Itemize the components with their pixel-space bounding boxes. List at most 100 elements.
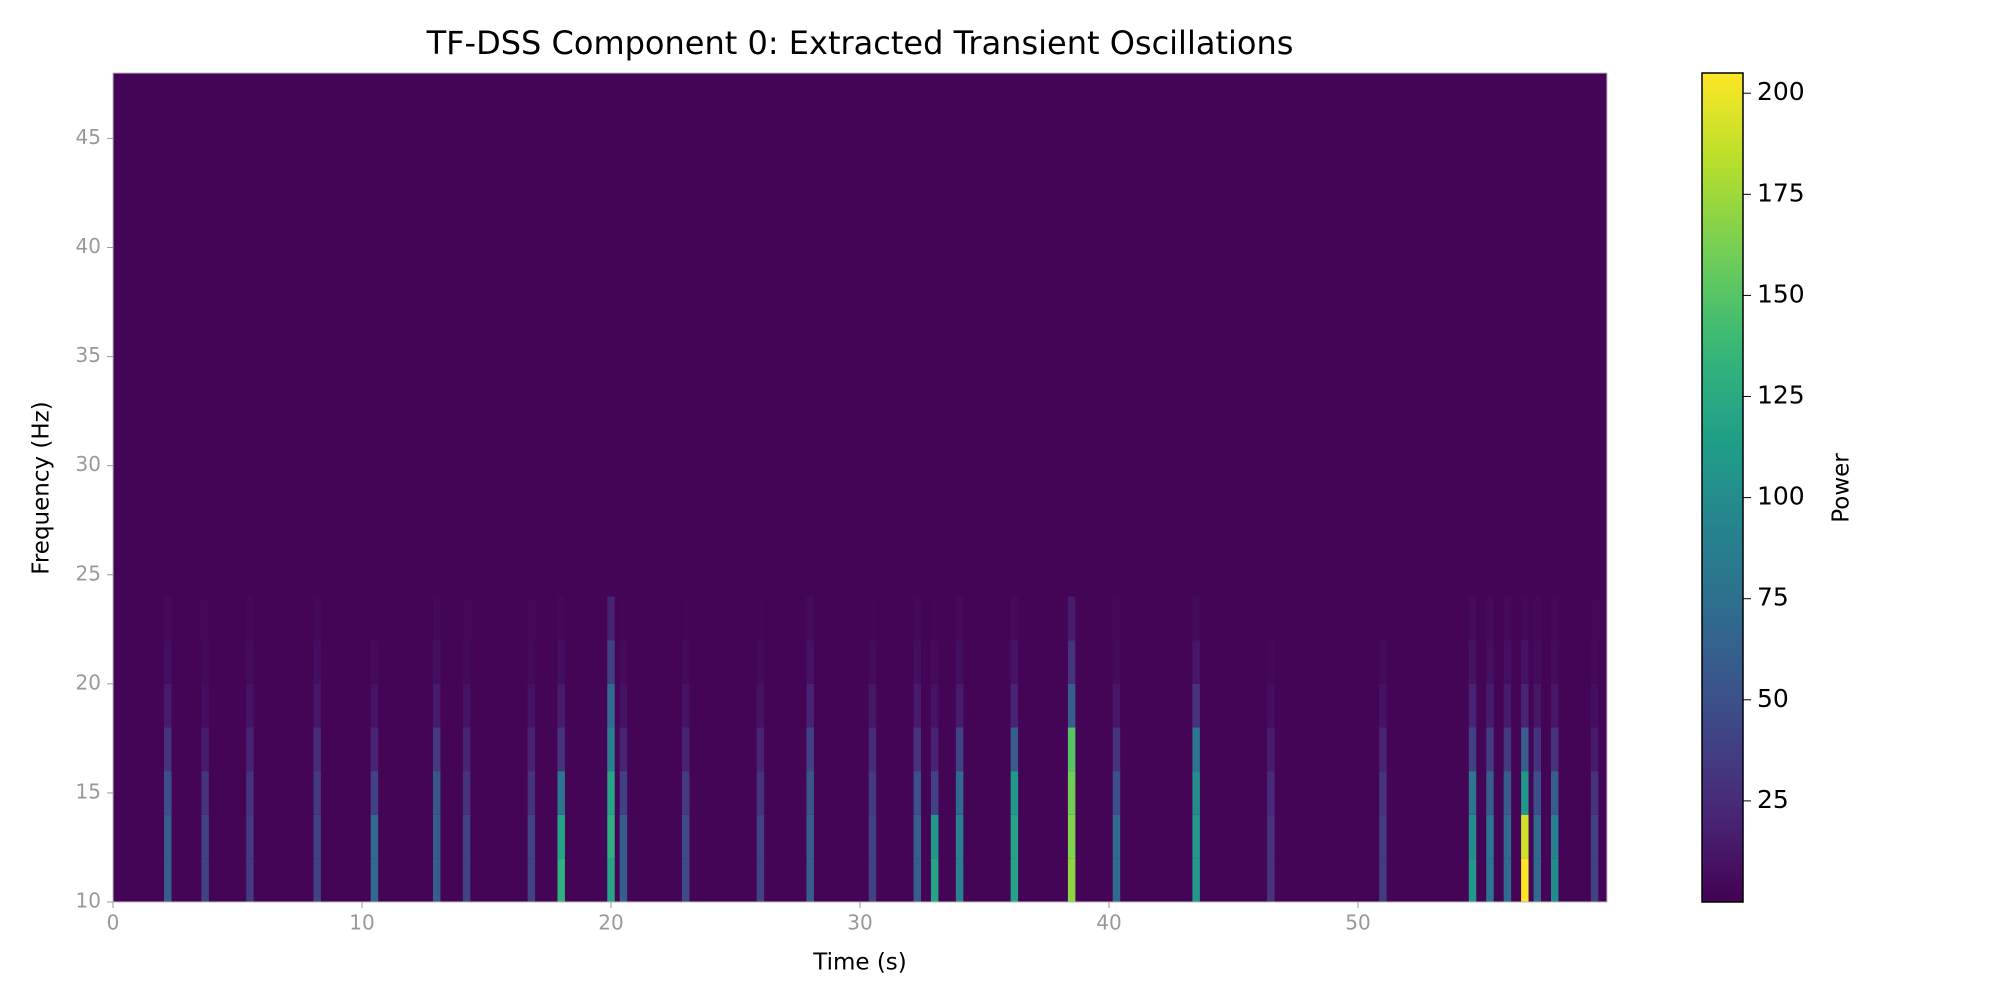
heatmap-cell bbox=[607, 640, 615, 684]
heatmap-cell bbox=[527, 814, 536, 859]
heatmap-cell bbox=[1468, 640, 1477, 684]
heatmap-cell bbox=[313, 814, 321, 859]
heatmap-cell bbox=[955, 727, 964, 772]
heatmap-cell bbox=[462, 596, 471, 641]
heatmap-cell bbox=[462, 771, 471, 815]
heatmap-cell bbox=[370, 771, 379, 815]
heatmap-cell bbox=[370, 814, 379, 859]
heatmap-cell bbox=[557, 814, 565, 859]
heatmap-cell bbox=[619, 640, 628, 684]
heatmap-cell bbox=[913, 640, 922, 684]
heatmap-cell bbox=[313, 683, 321, 728]
heatmap-cell bbox=[557, 771, 565, 815]
heatmap-cell bbox=[246, 814, 254, 859]
heatmap-cell bbox=[1267, 596, 1275, 641]
heatmap-cell bbox=[1267, 814, 1275, 859]
heatmap-cell bbox=[1521, 683, 1529, 728]
heatmap-cell bbox=[1468, 771, 1477, 815]
x-tick-label: 20 bbox=[598, 911, 623, 935]
heatmap-cell bbox=[1112, 640, 1121, 684]
heatmap-cell bbox=[619, 771, 628, 815]
heatmap-cell bbox=[1267, 727, 1275, 772]
heatmap-cell bbox=[607, 727, 615, 772]
heatmap-cell bbox=[1112, 858, 1121, 902]
heatmap-cell bbox=[806, 771, 814, 815]
heatmap-cell bbox=[1112, 596, 1121, 641]
heatmap-cell bbox=[607, 858, 615, 902]
heatmap-cell bbox=[955, 858, 964, 902]
heatmap-cell bbox=[619, 858, 628, 902]
heatmap-cell bbox=[1067, 771, 1076, 815]
heatmap-cell bbox=[756, 596, 765, 641]
colorbar-tick-label: 125 bbox=[1757, 381, 1805, 410]
y-axis-label: Frequency (Hz) bbox=[29, 401, 55, 574]
heatmap-cell bbox=[164, 596, 172, 641]
heatmap-cell bbox=[1550, 596, 1559, 641]
heatmap-cell bbox=[1521, 858, 1529, 902]
heatmap-cell bbox=[164, 814, 172, 859]
heatmap-cell bbox=[1521, 727, 1529, 772]
heatmap-cell bbox=[619, 727, 628, 772]
heatmap-cell bbox=[1379, 640, 1387, 684]
heatmap-cell bbox=[1550, 683, 1559, 728]
heatmap-cell bbox=[370, 596, 379, 641]
heatmap-cell bbox=[1379, 596, 1387, 641]
heatmap-cell bbox=[930, 596, 939, 641]
heatmap-cell bbox=[1533, 640, 1542, 684]
heatmap-cell bbox=[201, 596, 209, 641]
heatmap-cell bbox=[955, 640, 964, 684]
heatmap-cell bbox=[930, 814, 939, 859]
heatmap-cell bbox=[1468, 858, 1477, 902]
heatmap-cell bbox=[1550, 640, 1559, 684]
heatmap-cell bbox=[1590, 683, 1599, 728]
heatmap-cell bbox=[913, 771, 922, 815]
heatmap-cell bbox=[913, 683, 922, 728]
heatmap-cell bbox=[913, 727, 922, 772]
heatmap-cell bbox=[1379, 771, 1387, 815]
heatmap-cell bbox=[756, 727, 765, 772]
heatmap-cell bbox=[1521, 596, 1529, 641]
heatmap-cell bbox=[1067, 814, 1076, 859]
heatmap-cell bbox=[1503, 640, 1512, 684]
heatmap-cell bbox=[1550, 814, 1559, 859]
heatmap-cell bbox=[756, 640, 765, 684]
heatmap-cell bbox=[432, 858, 441, 902]
heatmap-cell bbox=[201, 640, 209, 684]
heatmap-cell bbox=[527, 771, 536, 815]
heatmap-cell bbox=[1267, 640, 1275, 684]
heatmap-cell bbox=[1550, 858, 1559, 902]
heatmap-cell bbox=[432, 640, 441, 684]
heatmap-cell bbox=[1533, 596, 1542, 641]
heatmap-cell bbox=[1010, 814, 1019, 859]
heatmap-cell bbox=[527, 596, 536, 641]
heatmap-cell bbox=[1468, 727, 1477, 772]
y-tick-label: 20 bbox=[76, 670, 101, 694]
heatmap-cell bbox=[370, 727, 379, 772]
heatmap-cell bbox=[1067, 858, 1076, 902]
x-tick-label: 10 bbox=[349, 911, 374, 935]
heatmap-cell bbox=[1379, 683, 1387, 728]
heatmap-cell bbox=[164, 858, 172, 902]
x-tick-label: 50 bbox=[1345, 911, 1370, 935]
heatmap-cell bbox=[1503, 683, 1512, 728]
heatmap-cell bbox=[432, 814, 441, 859]
heatmap-cell bbox=[1192, 727, 1200, 772]
colorbar-tick-label: 200 bbox=[1757, 77, 1805, 106]
heatmap-cell bbox=[527, 640, 536, 684]
heatmap-cell bbox=[607, 683, 615, 728]
heatmap-cell bbox=[868, 771, 877, 815]
heatmap-cell bbox=[527, 683, 536, 728]
heatmap-cell bbox=[246, 858, 254, 902]
heatmap-cell bbox=[868, 858, 877, 902]
heatmap-cell bbox=[1590, 858, 1599, 902]
heatmap-cell bbox=[1379, 814, 1387, 859]
heatmap-cell bbox=[1192, 858, 1200, 902]
heatmap-cell bbox=[246, 596, 254, 641]
heatmap-cell bbox=[1112, 814, 1121, 859]
heatmap-cell bbox=[681, 771, 690, 815]
heatmap-cell bbox=[1192, 596, 1200, 641]
heatmap-cell bbox=[1192, 771, 1200, 815]
heatmap-cell bbox=[557, 596, 565, 641]
colorbar-tick-label: 175 bbox=[1757, 178, 1805, 207]
heatmap-cell bbox=[756, 858, 765, 902]
